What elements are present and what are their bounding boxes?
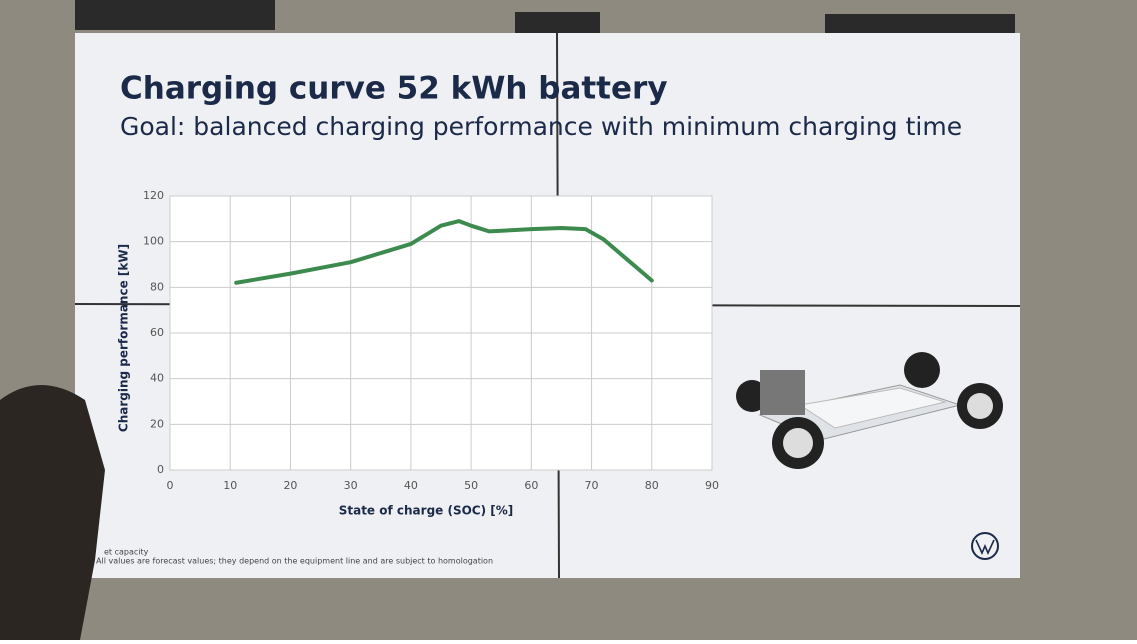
data-line	[234, 219, 654, 285]
plot: 0 20 40 60 80 100 120 0 10 20 30 40 50 60 70 80 90	[143, 189, 719, 492]
y-tick-label: 0	[157, 463, 164, 476]
slide-title: Charging curve 52 kWh battery	[120, 71, 668, 107]
y-tick-label: 20	[150, 417, 164, 430]
y-tick-label: 40	[150, 372, 164, 385]
speaker	[75, 0, 275, 30]
y-tick-label: 120	[143, 189, 164, 202]
x-tick-label: 60	[524, 479, 538, 492]
logo	[971, 532, 999, 560]
y-tick-label: 100	[143, 235, 164, 248]
y-axis-label: Charging performance [kW]	[117, 244, 131, 432]
slide-subtitle: Goal: balanced charging performance with…	[120, 112, 962, 141]
x-tick-label: 50	[464, 479, 478, 492]
x-axis-label: State of charge (SOC) [%]	[339, 504, 514, 518]
x-tick-label: 0	[167, 479, 174, 492]
x-tick-label: 70	[585, 479, 599, 492]
x-tick-label: 20	[283, 479, 297, 492]
x-tick-label: 10	[223, 479, 237, 492]
footnote: All values are forecast values; they dep…	[96, 557, 493, 566]
x-tick-label: 30	[344, 479, 358, 492]
y-tick-label: 60	[150, 326, 164, 339]
x-tick-label: 90	[705, 479, 719, 492]
car-chassis	[736, 352, 1003, 469]
y-tick-label: 80	[150, 280, 164, 293]
footnote: et capacity	[104, 548, 149, 557]
x-tick-label: 40	[404, 479, 418, 492]
person	[0, 385, 105, 640]
x-tick-label: 80	[645, 479, 659, 492]
